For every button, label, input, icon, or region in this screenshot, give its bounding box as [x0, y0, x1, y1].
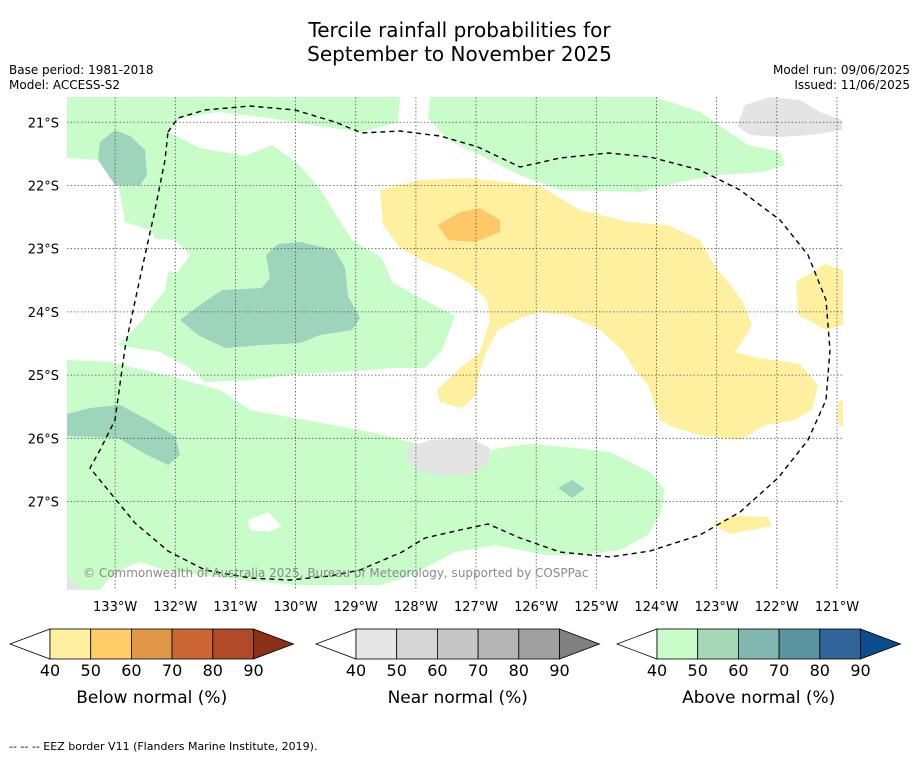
colorbar-tick-label: 50 [387, 661, 407, 680]
colorbar-segment [436, 628, 479, 660]
x-axis-tick-labels: 133°W 132°W 131°W 130°W 129°W 128°W 127°W 126°W… [93, 600, 859, 615]
colorbar-over-extension [559, 628, 601, 660]
colorbar-segment [819, 628, 861, 660]
y-tick-label: 23°S [28, 243, 59, 258]
x-tick-label: 133°W [93, 600, 137, 615]
colorbar-segment [656, 628, 699, 660]
colorbar-segment [477, 628, 520, 660]
y-tick-label: 27°S [28, 496, 59, 511]
y-axis-tick-labels: 21°S 22°S 23°S 24°S 25°S 26°S 27°S [28, 116, 59, 510]
y-tick-label: 22°S [28, 179, 59, 194]
colorbar-segment [518, 628, 560, 660]
colorbar-tick-label: 90 [243, 661, 263, 680]
x-tick-label: 127°W [454, 600, 498, 615]
colorbar-under-extension [314, 628, 357, 660]
x-tick-label: 130°W [274, 600, 318, 615]
x-tick-label: 122°W [755, 600, 799, 615]
x-tick-label: 121°W [815, 600, 859, 615]
colorbar-above: 40 50 60 70 80 90 Above normal (%) [615, 628, 902, 708]
colorbar-tick-label: 60 [121, 661, 141, 680]
meta-right: Model run: 09/06/2025 Issued: 11/06/2025 [773, 63, 910, 93]
copyright-text: © Commonwealth of Australia 2025, Bureau… [83, 566, 588, 580]
x-tick-label: 126°W [514, 600, 558, 615]
chart-title: Tercile rainfall probabilities for Septe… [0, 18, 919, 66]
colorbar-over-extension [253, 628, 295, 660]
y-tick-label: 24°S [28, 306, 59, 321]
colorbar-legends: 40 50 60 70 80 90 Below normal (%) 40 50 60 70 80 90… [8, 628, 902, 708]
colorbar-segment [130, 628, 173, 660]
x-tick-label: 125°W [574, 600, 618, 615]
colorbar-segment [355, 628, 398, 660]
colorbar-tick-label: 70 [468, 661, 488, 680]
colorbar-tick-label: 70 [162, 661, 182, 680]
model-name: Model: ACCESS-S2 [9, 78, 121, 92]
y-tick-label: 25°S [28, 369, 59, 384]
colorbar-tick-label: 60 [728, 661, 748, 680]
x-tick-label: 128°W [394, 600, 438, 615]
above-normal-50-60-regions [67, 130, 585, 498]
colorbar-tick-label: 80 [509, 661, 529, 680]
colorbar-segment [697, 628, 739, 660]
base-period: Base period: 1981-2018 [9, 63, 154, 77]
y-tick-label: 26°S [28, 432, 59, 447]
x-tick-label: 131°W [213, 600, 257, 615]
colorbar-tick-label: 90 [549, 661, 569, 680]
x-tick-label: 129°W [334, 600, 378, 615]
y-tick-label: 21°S [28, 116, 59, 131]
colorbar-tick-label: 90 [850, 661, 870, 680]
eez-border [89, 105, 831, 581]
colorbar-segment [171, 628, 214, 660]
map-plot-area: © Commonwealth of Australia 2025, Bureau… [67, 97, 843, 590]
colorbar-tick-label: 80 [810, 661, 830, 680]
colorbar-tick-label: 80 [203, 661, 223, 680]
colorbar-tick-label: 60 [427, 661, 447, 680]
colorbar-tick-label: 40 [40, 661, 60, 680]
eez-footer-note: -- -- -- EEZ border V11 (Flanders Marine… [9, 740, 318, 753]
colorbar-segment [738, 628, 780, 660]
colorbar-over-extension [860, 628, 902, 660]
colorbar-under-extension [8, 628, 51, 660]
meta-left: Base period: 1981-2018 Model: ACCESS-S2 [9, 63, 154, 93]
colorbar-segment [49, 628, 92, 660]
colorbar-near: 40 50 60 70 80 90 Near normal (%) [314, 628, 601, 708]
colorbar-tick-label: 50 [688, 661, 708, 680]
below-normal-40-50-regions [380, 178, 843, 534]
title-line-1: Tercile rainfall probabilities for [308, 18, 611, 42]
colorbar-label: Above normal (%) [682, 688, 835, 708]
colorbar-label: Near normal (%) [388, 688, 528, 708]
colorbar-tick-label: 40 [647, 661, 667, 680]
colorbar-segment [212, 628, 254, 660]
colorbar-segment [90, 628, 132, 660]
colorbar-tick-label: 70 [769, 661, 789, 680]
x-tick-label: 132°W [153, 600, 197, 615]
colorbar-tick-label: 50 [81, 661, 101, 680]
grid-lines [67, 97, 843, 590]
colorbar-tick-label: 40 [346, 661, 366, 680]
x-tick-label: 124°W [634, 600, 678, 615]
below-normal-50-60-regions [438, 208, 500, 242]
x-tick-label: 123°W [695, 600, 739, 615]
above-normal-40-50-regions [67, 97, 785, 590]
near-normal-40-50-regions [67, 97, 842, 590]
title-line-2: September to November 2025 [307, 42, 612, 66]
colorbar-under-extension [615, 628, 658, 660]
colorbar-segment [778, 628, 821, 660]
colorbar-below: 40 50 60 70 80 90 Below normal (%) [8, 628, 295, 708]
below-threshold-regions [142, 238, 282, 532]
issued-date: Issued: 11/06/2025 [794, 78, 910, 92]
colorbar-segment [396, 628, 438, 660]
colorbar-label: Below normal (%) [76, 688, 227, 708]
model-run: Model run: 09/06/2025 [772, 63, 910, 77]
